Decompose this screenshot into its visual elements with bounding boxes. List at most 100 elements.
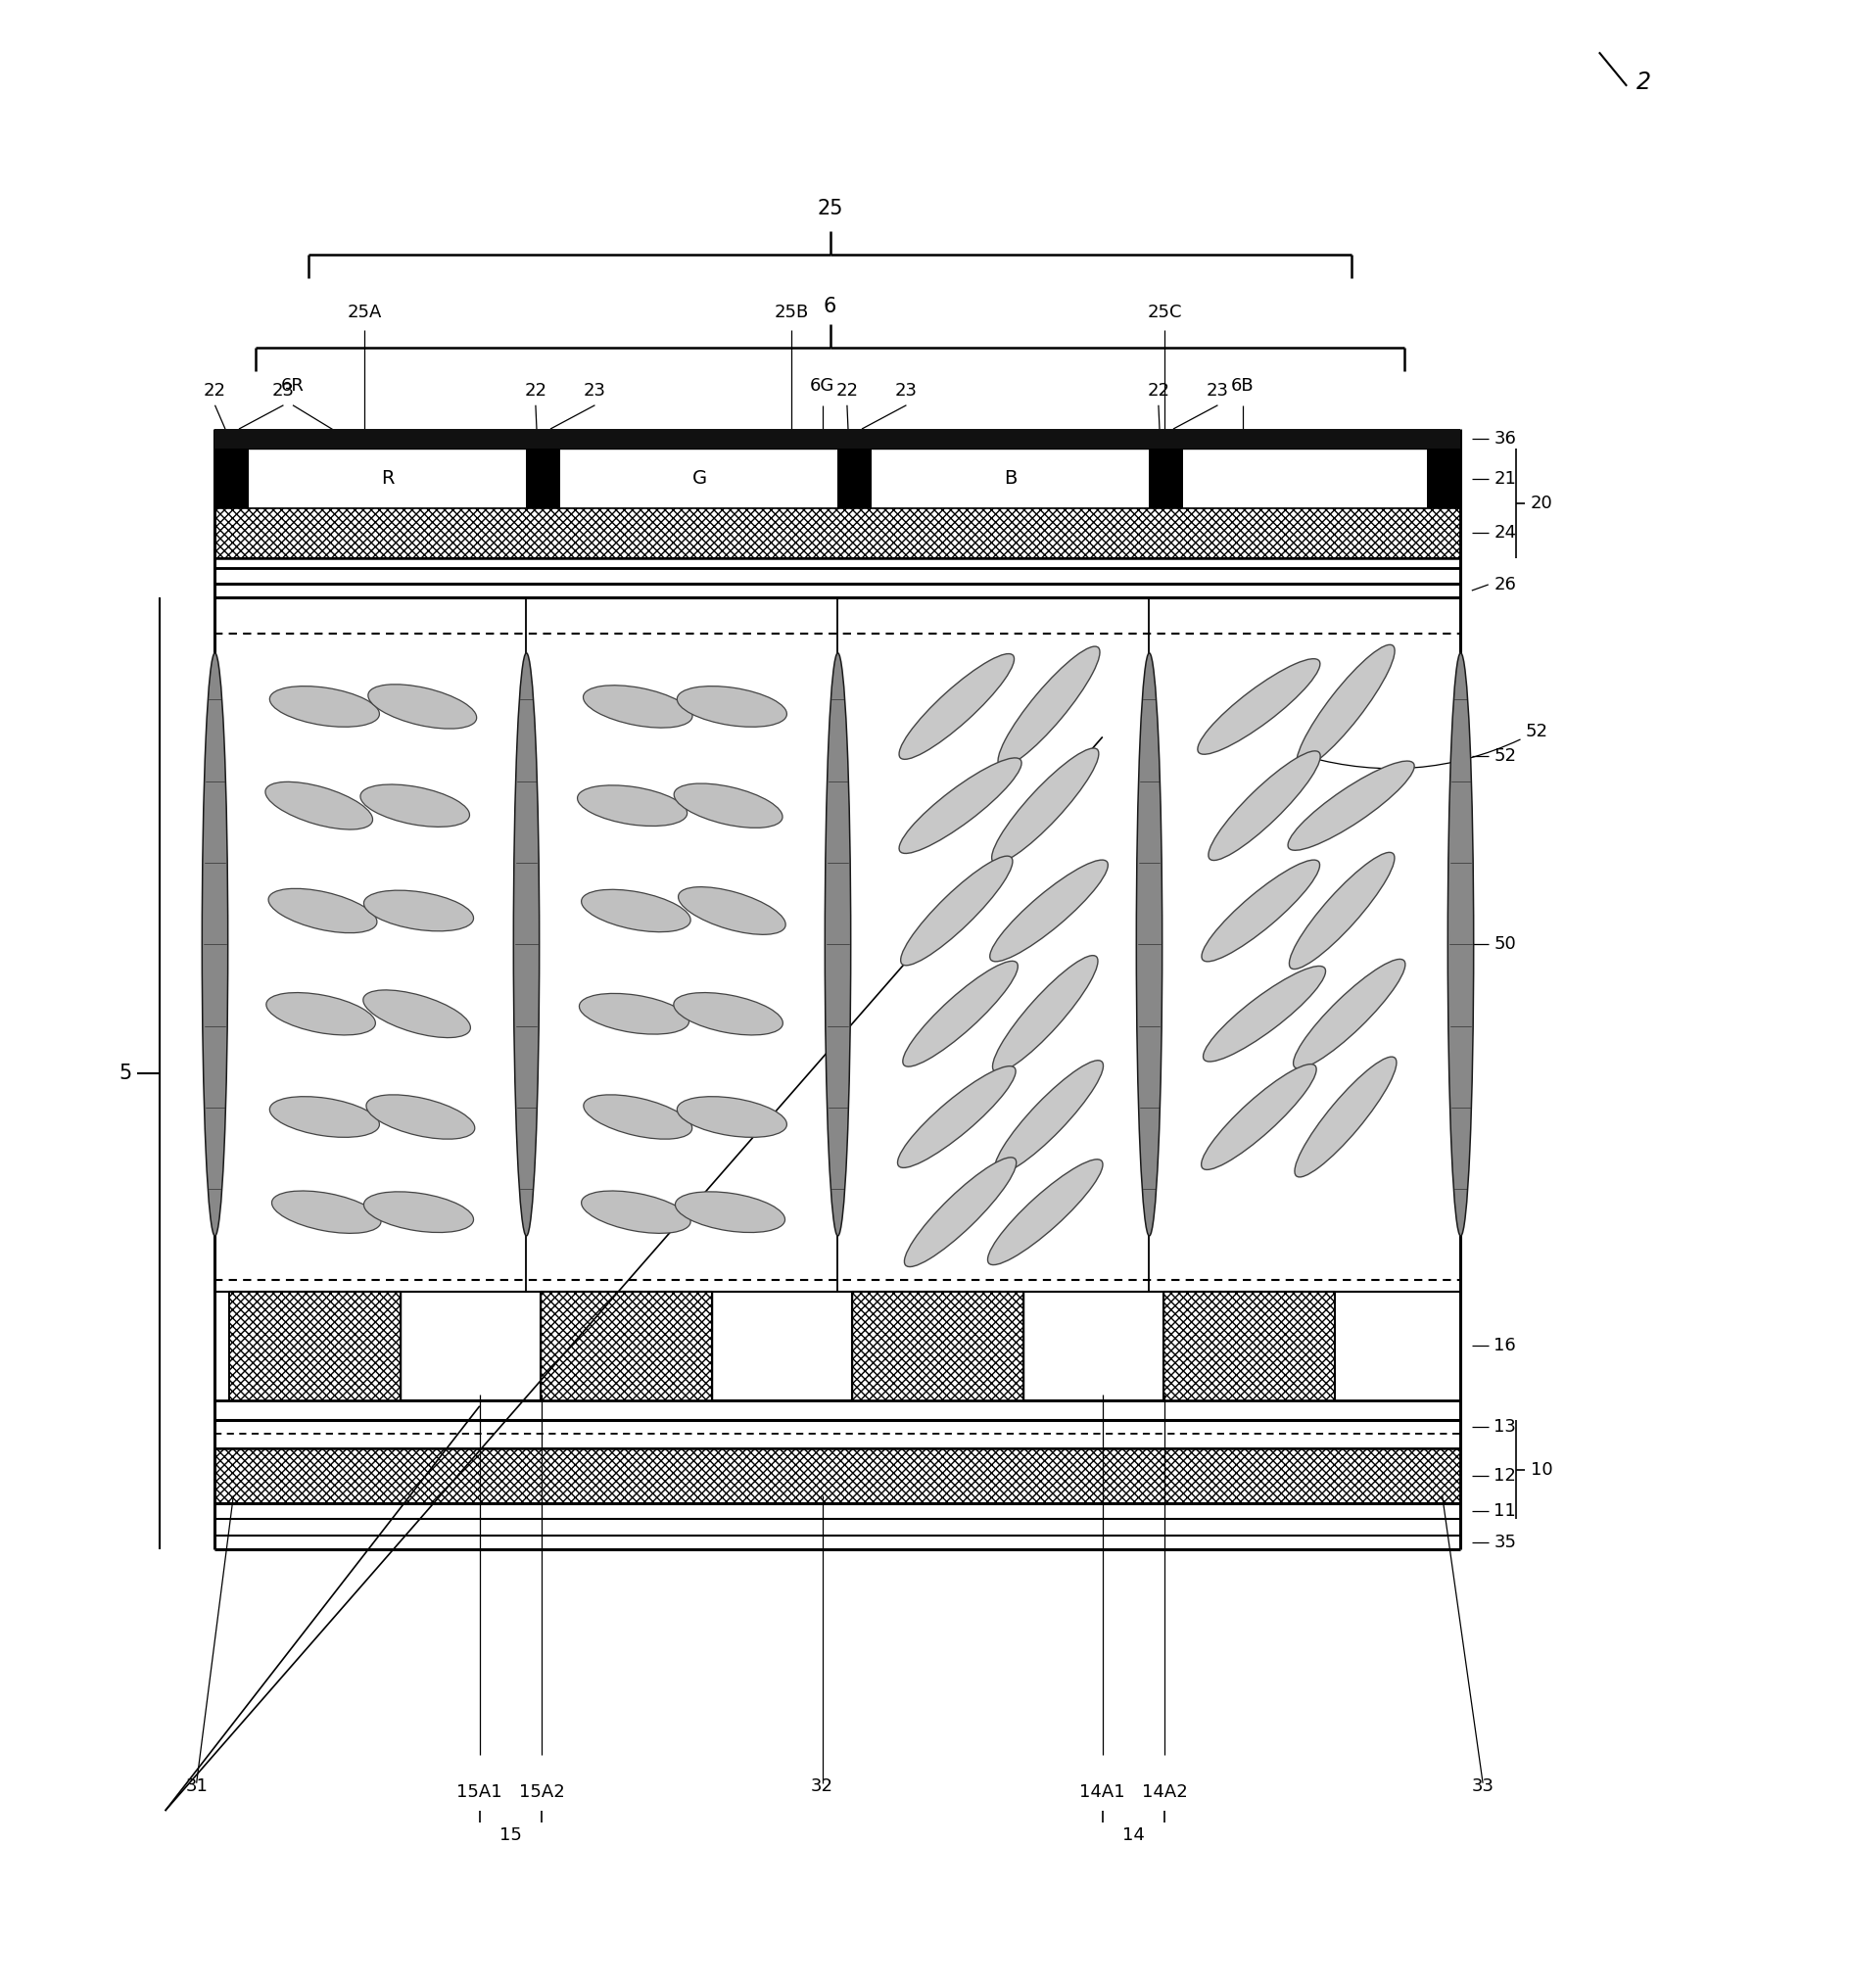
Ellipse shape (363, 990, 470, 1038)
Ellipse shape (997, 646, 1099, 767)
Text: 24: 24 (1493, 525, 1515, 543)
Ellipse shape (993, 1060, 1103, 1173)
Ellipse shape (581, 889, 690, 932)
Ellipse shape (366, 1095, 475, 1139)
Text: 21: 21 (1493, 469, 1515, 487)
Bar (838, 449, 871, 509)
Ellipse shape (1295, 644, 1393, 767)
Ellipse shape (368, 684, 477, 730)
Text: 22: 22 (204, 382, 226, 400)
Text: 15A1: 15A1 (457, 1783, 501, 1801)
Text: 15A2: 15A2 (518, 1783, 564, 1801)
Ellipse shape (1208, 751, 1319, 861)
Text: 25B: 25B (773, 304, 808, 322)
Bar (525, 449, 561, 509)
Text: 5: 5 (118, 1064, 131, 1083)
Text: 23: 23 (583, 382, 605, 400)
Ellipse shape (581, 1191, 690, 1233)
Ellipse shape (1136, 652, 1162, 1237)
Text: 13: 13 (1493, 1417, 1515, 1435)
Ellipse shape (1202, 966, 1325, 1062)
Ellipse shape (270, 686, 379, 728)
Bar (215, 449, 1460, 509)
Text: 22: 22 (836, 382, 858, 400)
Ellipse shape (899, 654, 1014, 759)
Ellipse shape (1447, 652, 1473, 1237)
Ellipse shape (675, 1191, 784, 1233)
Text: 16: 16 (1493, 1338, 1515, 1354)
Text: 26: 26 (1493, 577, 1515, 592)
Text: 52: 52 (1493, 747, 1515, 765)
Text: 52: 52 (1306, 722, 1547, 769)
Ellipse shape (202, 652, 228, 1237)
Text: 25C: 25C (1147, 304, 1182, 322)
Text: 2: 2 (1635, 70, 1650, 93)
Ellipse shape (1289, 853, 1393, 968)
Text: 22: 22 (524, 382, 546, 400)
Bar (540, 1292, 710, 1400)
Ellipse shape (1201, 861, 1319, 962)
Ellipse shape (677, 887, 784, 934)
Text: 6R: 6R (281, 378, 305, 396)
Text: 23: 23 (895, 382, 918, 400)
Text: 6: 6 (823, 296, 836, 316)
Ellipse shape (992, 747, 1099, 863)
Ellipse shape (577, 785, 686, 827)
Text: 6B: 6B (1230, 378, 1254, 396)
Bar (215, 449, 250, 509)
Ellipse shape (1293, 958, 1404, 1068)
Bar (215, 429, 1460, 449)
Ellipse shape (583, 1095, 692, 1139)
Text: 36: 36 (1493, 429, 1515, 447)
Text: 23: 23 (1206, 382, 1228, 400)
Ellipse shape (268, 889, 377, 932)
Text: 25: 25 (816, 199, 842, 219)
Ellipse shape (677, 1097, 786, 1137)
Text: 31: 31 (185, 1777, 207, 1795)
Bar (1426, 449, 1460, 509)
Ellipse shape (677, 686, 786, 728)
Ellipse shape (266, 992, 376, 1036)
Ellipse shape (583, 686, 692, 728)
Bar (851, 1292, 1023, 1400)
Ellipse shape (901, 857, 1012, 966)
Text: 32: 32 (810, 1777, 832, 1795)
Text: 12: 12 (1493, 1467, 1515, 1485)
Bar (215, 509, 1460, 559)
Ellipse shape (364, 891, 474, 930)
Bar (215, 1447, 1460, 1503)
Text: 20: 20 (1530, 495, 1552, 513)
Text: 35: 35 (1493, 1533, 1515, 1551)
Ellipse shape (364, 1191, 474, 1233)
Text: 50: 50 (1493, 936, 1515, 954)
Ellipse shape (512, 652, 538, 1237)
Text: 15: 15 (500, 1827, 522, 1845)
Ellipse shape (1293, 1058, 1395, 1177)
Text: 11: 11 (1493, 1503, 1515, 1521)
Text: R: R (381, 469, 394, 487)
Ellipse shape (992, 956, 1097, 1072)
Ellipse shape (265, 781, 372, 829)
Ellipse shape (1197, 658, 1319, 753)
Text: B: B (1003, 469, 1018, 487)
Text: 14A1: 14A1 (1079, 1783, 1125, 1801)
Ellipse shape (905, 1157, 1016, 1266)
Ellipse shape (988, 1159, 1103, 1264)
Ellipse shape (673, 992, 783, 1036)
Ellipse shape (270, 1097, 379, 1137)
Ellipse shape (897, 1066, 1016, 1167)
Bar (1149, 449, 1182, 509)
Text: 33: 33 (1471, 1777, 1493, 1795)
Bar (229, 1292, 400, 1400)
Text: G: G (692, 469, 707, 487)
Text: 14A2: 14A2 (1141, 1783, 1188, 1801)
Text: 25A: 25A (348, 304, 381, 322)
Ellipse shape (1288, 761, 1413, 851)
Text: 6G: 6G (810, 378, 834, 396)
Ellipse shape (899, 757, 1021, 853)
Text: 22: 22 (1147, 382, 1169, 400)
Ellipse shape (990, 861, 1108, 962)
Text: 14: 14 (1121, 1827, 1145, 1845)
Ellipse shape (903, 960, 1018, 1068)
Ellipse shape (1201, 1064, 1315, 1169)
